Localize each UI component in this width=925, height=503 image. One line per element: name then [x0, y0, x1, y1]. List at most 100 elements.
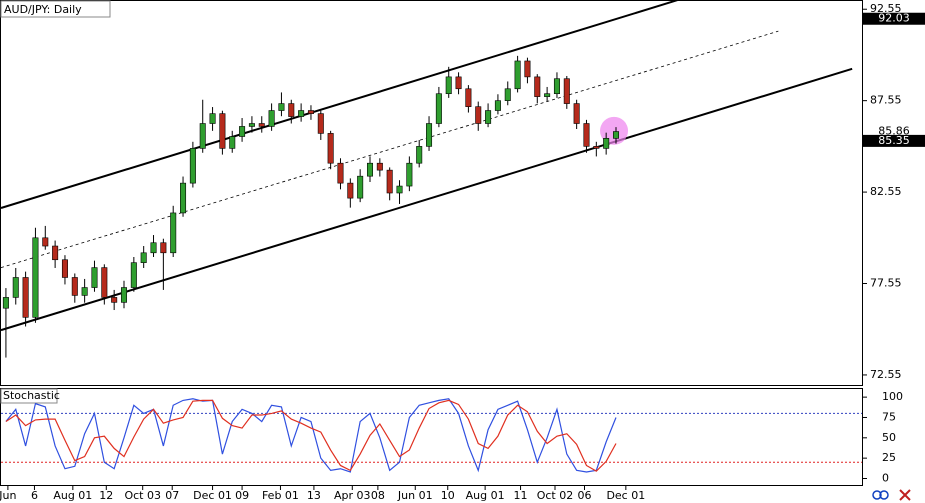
candle-body [416, 146, 423, 164]
stochastic-panel [0, 388, 863, 486]
candle-body [612, 131, 620, 139]
candle-body [504, 88, 511, 101]
candle-body [120, 287, 128, 303]
candle-body [130, 262, 137, 288]
y-tick-label: 92.55 [870, 2, 902, 15]
candle-body [298, 110, 305, 117]
candle-body [347, 182, 354, 199]
candle-body [455, 76, 462, 90]
candle-body [603, 138, 610, 149]
candle-body [435, 93, 442, 124]
x-tick-label: 09 [235, 489, 249, 502]
candle-body [248, 123, 255, 127]
x-tick-label: Aug 01 [53, 489, 92, 502]
candle-body [357, 175, 364, 199]
candle-body [140, 252, 147, 263]
price-label-box [863, 134, 925, 147]
y-tick-label: 25 [882, 451, 896, 464]
candle-body [42, 237, 49, 247]
candle-body [563, 78, 570, 104]
candle-body [180, 182, 187, 214]
candle-body [366, 162, 374, 177]
candle-body [52, 245, 59, 261]
candle-body [278, 103, 285, 111]
y-tick-label: 87.55 [870, 94, 902, 107]
candle-body [445, 76, 452, 95]
toolbar-icons[interactable] [872, 489, 911, 501]
x-tick-label: 06 [578, 489, 592, 502]
x-tick-label: Jun 01 [397, 489, 433, 502]
x-tick-label: 10 [441, 489, 455, 502]
x-tick-label: Jun [0, 489, 17, 502]
indicator-box [0, 388, 58, 404]
candle-body [485, 110, 492, 124]
y-tick-label: 82.55 [870, 185, 902, 198]
candle-body [553, 78, 560, 95]
highlight [600, 116, 629, 145]
candle-body [229, 136, 236, 149]
candle-body [22, 277, 29, 318]
candle-body [219, 113, 226, 149]
x-tick-label: Dec 01 [606, 489, 645, 502]
close-icon[interactable] [899, 489, 911, 501]
candle-body [189, 148, 196, 184]
link-icon[interactable] [872, 490, 882, 500]
x-tick-label: Apr 03 [334, 489, 371, 502]
x-tick-label: Oct 03 [124, 489, 161, 502]
x-tick-label: 07 [165, 489, 179, 502]
x-tick-label: 6 [31, 489, 38, 502]
candle-body [61, 259, 68, 278]
candle-body [2, 297, 9, 309]
candle-body [12, 277, 19, 298]
link-icon[interactable] [879, 490, 889, 500]
candle-body [170, 212, 177, 254]
candle-body [288, 103, 295, 117]
candle-body [475, 106, 482, 124]
price-label-box [863, 125, 925, 138]
candle-body [494, 100, 501, 111]
channel-line [0, 67, 853, 332]
price-label-box [863, 12, 925, 25]
candle-body [544, 93, 551, 97]
x-tick-label: 08 [371, 489, 385, 502]
candle-body [406, 162, 413, 187]
candle-body [81, 287, 88, 296]
candle-body [32, 237, 39, 318]
price-label: 85.35 [878, 134, 910, 147]
candle-body [583, 123, 590, 147]
candle-body [258, 123, 265, 127]
x-tick-label: Oct 02 [537, 489, 574, 502]
candle-body [71, 277, 78, 296]
candle-body [396, 185, 403, 194]
candle-body [317, 113, 324, 134]
candle-body [209, 113, 216, 124]
title-box [0, 0, 111, 18]
x-tick-label: Feb 01 [262, 489, 299, 502]
y-tick-label: 72.55 [870, 368, 902, 381]
candle-body [150, 242, 157, 254]
candle-body [160, 242, 167, 254]
channel-line [0, 0, 681, 209]
y-tick-label: 75 [882, 410, 896, 423]
x-tick-label: Aug 01 [466, 489, 505, 502]
candle-body [337, 162, 344, 184]
candle-body [327, 133, 334, 164]
candle-body [534, 76, 541, 97]
candle-body [91, 267, 98, 288]
y-tick-label: 77.55 [870, 277, 902, 290]
candle-body [199, 123, 206, 149]
candle-body [111, 297, 118, 303]
x-tick-label: Dec 01 [193, 489, 232, 502]
candle-body [593, 146, 600, 149]
candle-body [307, 110, 314, 114]
price-panel [0, 0, 863, 386]
candle-body [465, 88, 472, 107]
candle-body [386, 169, 393, 194]
x-tick-label: 12 [99, 489, 113, 502]
stochastic-line [5, 399, 617, 472]
candle-body [101, 267, 108, 298]
indicator-title: Stochastic [3, 389, 60, 402]
stochastic-line [5, 398, 617, 473]
candle-body [573, 103, 580, 124]
